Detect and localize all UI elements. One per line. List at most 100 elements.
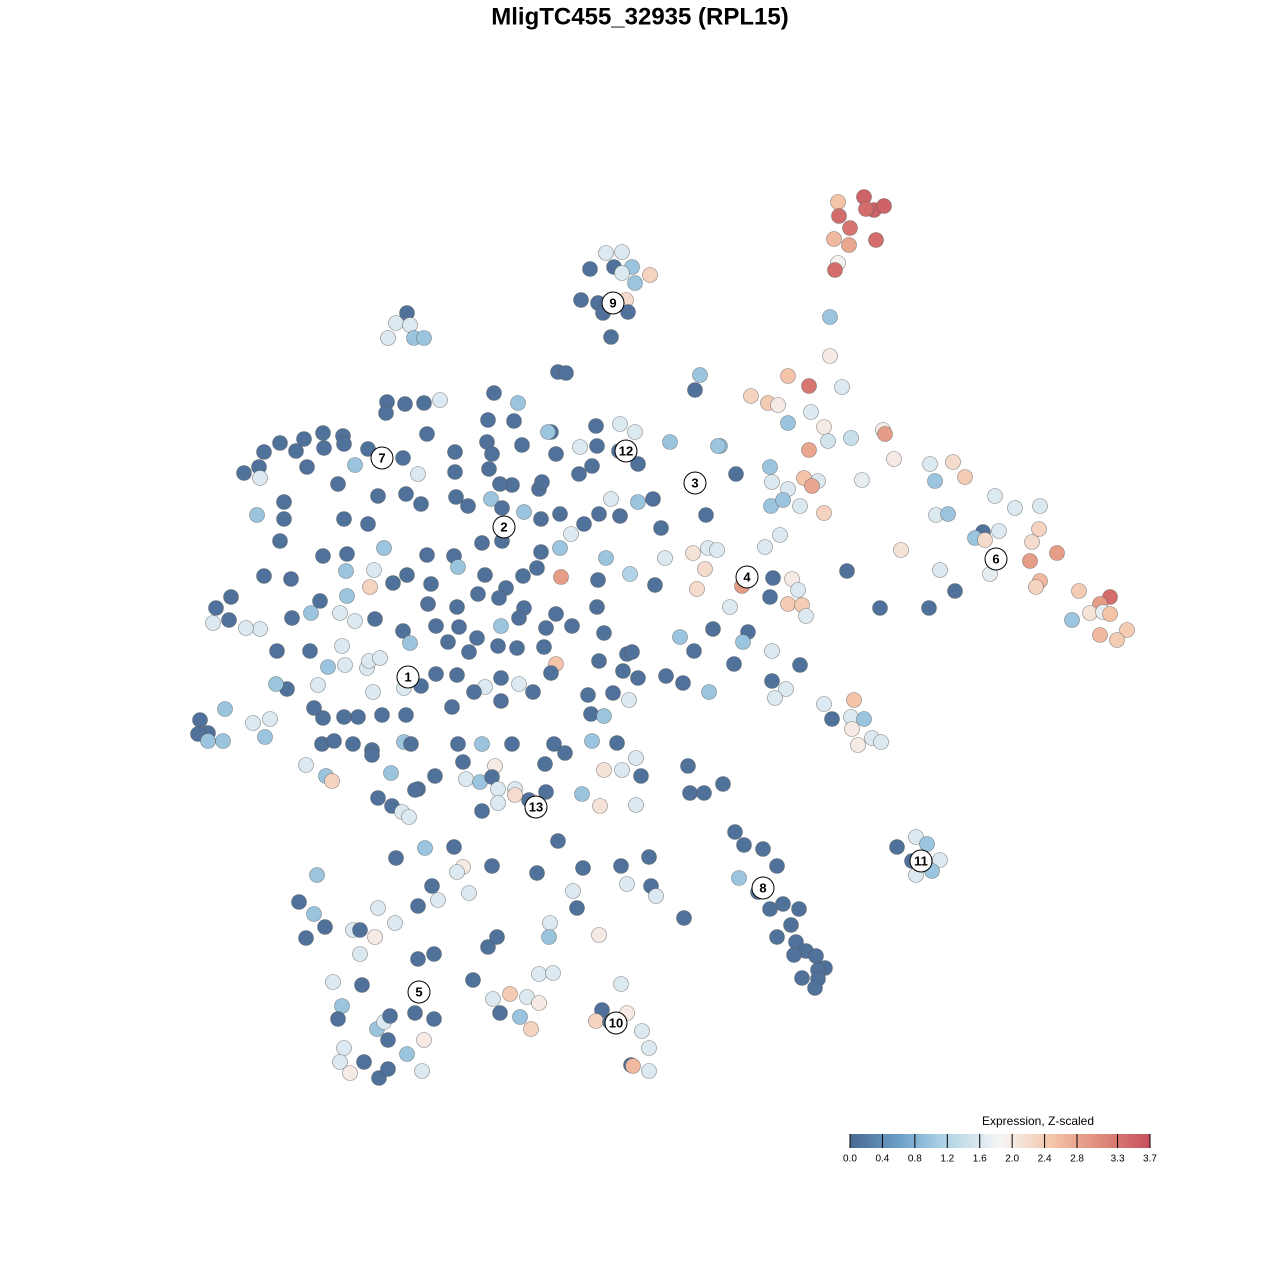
point (588, 1013, 604, 1029)
point (726, 656, 742, 672)
colorbar-segment (1062, 1134, 1065, 1148)
point (315, 710, 331, 726)
point (494, 500, 510, 516)
point (605, 685, 621, 701)
point (312, 593, 328, 609)
point (537, 756, 553, 772)
point (908, 829, 924, 845)
point (490, 638, 506, 654)
point (575, 860, 591, 876)
colorbar-segment (912, 1134, 915, 1148)
colorbar-segment (994, 1134, 997, 1148)
colorbar-segment (958, 1134, 961, 1148)
colorbar-segment (850, 1134, 853, 1148)
point (609, 735, 625, 751)
colorbar-segment (884, 1134, 887, 1148)
point (395, 450, 411, 466)
point (374, 707, 390, 723)
point (217, 701, 233, 717)
point (423, 576, 439, 592)
colorbar-segment (940, 1134, 943, 1148)
colorbar-segment (1002, 1134, 1005, 1148)
cluster-marker (524, 795, 548, 819)
point (1024, 534, 1040, 550)
point (858, 201, 874, 217)
colorbar-segment (900, 1134, 903, 1148)
point (839, 563, 855, 579)
point (701, 684, 717, 700)
colorbar-segment (1084, 1134, 1087, 1148)
point (269, 643, 285, 659)
point (792, 498, 808, 514)
point (367, 929, 383, 945)
point (804, 478, 820, 494)
cluster-marker (751, 876, 775, 900)
point (801, 378, 817, 394)
colorbar-segment (1094, 1134, 1097, 1148)
point (338, 563, 354, 579)
cluster-marker (370, 446, 394, 470)
point (385, 575, 401, 591)
point (550, 833, 566, 849)
point (387, 915, 403, 931)
point (627, 275, 643, 291)
colorbar-segment (1004, 1134, 1007, 1148)
point (245, 715, 261, 731)
point (590, 572, 606, 588)
point (872, 600, 888, 616)
point (493, 618, 509, 634)
point (330, 1011, 346, 1027)
point (447, 464, 463, 480)
point (395, 623, 411, 639)
point (583, 706, 599, 722)
colorbar-segment (974, 1134, 977, 1148)
colorbar-segment (1016, 1134, 1019, 1148)
point (921, 600, 937, 616)
colorbar-segment (856, 1134, 859, 1148)
colorbar-segment (1134, 1134, 1137, 1148)
cluster-marker (601, 291, 625, 315)
colorbar-segment (1008, 1134, 1011, 1148)
colorbar-segment (1148, 1134, 1151, 1148)
point (416, 330, 432, 346)
point (826, 231, 842, 247)
point (380, 1032, 396, 1048)
point (548, 446, 564, 462)
point (276, 511, 292, 527)
colorbar-segment (976, 1134, 979, 1148)
colorbar-segment (1028, 1134, 1031, 1148)
point (553, 569, 569, 585)
point (783, 917, 799, 933)
point (474, 736, 490, 752)
point (356, 1054, 372, 1070)
point (598, 550, 614, 566)
point (589, 438, 605, 454)
point (842, 220, 858, 236)
point (620, 304, 636, 320)
colorbar-segment (964, 1134, 967, 1148)
point (682, 785, 698, 801)
colorbar-segment (1146, 1134, 1149, 1148)
point (446, 839, 462, 855)
point (822, 309, 838, 325)
point (410, 466, 426, 482)
colorbar-tick-label: 1.6 (973, 1154, 987, 1165)
point (603, 491, 619, 507)
colorbar-segment (1104, 1134, 1107, 1148)
point (200, 733, 216, 749)
point (780, 415, 796, 431)
point (309, 867, 325, 883)
point (399, 1046, 415, 1062)
point (491, 590, 507, 606)
point (447, 444, 463, 460)
colorbar-segment (862, 1134, 865, 1148)
point (846, 692, 862, 708)
point (332, 1054, 348, 1070)
point (238, 620, 254, 636)
point (709, 542, 725, 558)
point (407, 782, 423, 798)
point (1031, 521, 1047, 537)
colorbar-segment (1072, 1134, 1075, 1148)
point (780, 368, 796, 384)
colorbar-segment (932, 1134, 935, 1148)
